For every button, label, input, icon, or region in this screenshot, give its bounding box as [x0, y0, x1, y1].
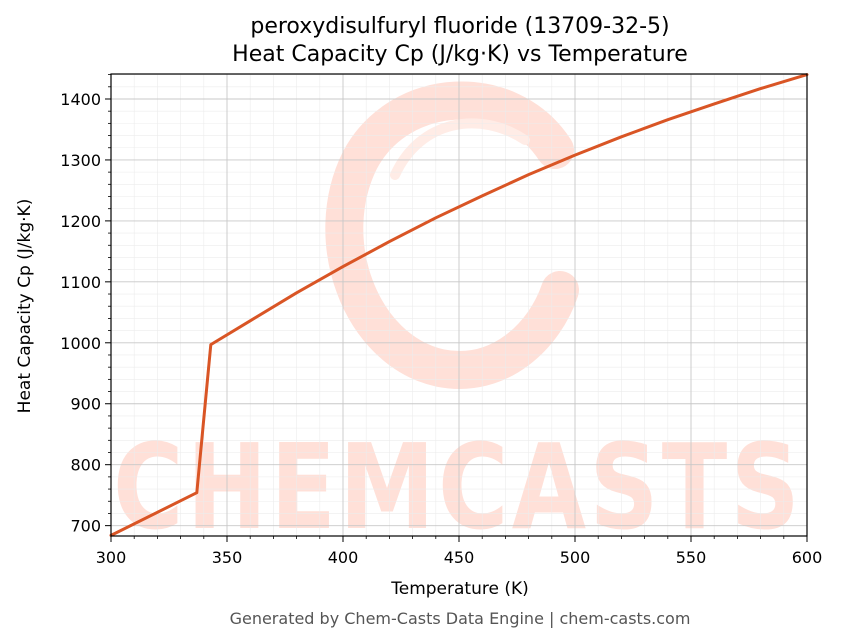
- watermark-text: CHEMCASTS: [113, 418, 803, 556]
- x-tick-labels: 300 350 400 450 500 550 600: [96, 548, 823, 567]
- x-tick-label: 550: [676, 548, 707, 567]
- axis-ticks: [105, 74, 808, 542]
- x-tick-label: 300: [96, 548, 127, 567]
- x-tick-label: 500: [560, 548, 591, 567]
- y-tick-labels: 700 800 900 1000 1100 1200 1300 1400: [60, 90, 101, 536]
- y-tick-label: 1400: [60, 90, 101, 109]
- x-tick-label: 350: [212, 548, 243, 567]
- series-line: [109, 73, 809, 537]
- series-layer: [109, 73, 809, 537]
- y-tick-label: 1200: [60, 212, 101, 231]
- y-tick-label: 700: [70, 517, 101, 536]
- y-tick-label: 1300: [60, 151, 101, 170]
- watermark-logo-icon: [325, 81, 579, 389]
- chart-title-line2: Heat Capacity Cp (J/kg·K) vs Temperature: [232, 42, 688, 67]
- x-tick-label: 600: [792, 548, 823, 567]
- x-tick-label: 450: [444, 548, 475, 567]
- x-axis-label: Temperature (K): [390, 579, 529, 599]
- chart-title-line1: peroxydisulfuryl fluoride (13709-32-5): [250, 14, 669, 39]
- y-tick-label: 1000: [60, 334, 101, 353]
- y-tick-label: 900: [70, 395, 101, 414]
- y-axis-label: Heat Capacity Cp (J/kg·K): [15, 199, 35, 414]
- y-tick-label: 800: [70, 456, 101, 475]
- y-tick-label: 1100: [60, 273, 101, 292]
- watermark: CHEMCASTS: [113, 81, 803, 556]
- x-tick-label: 400: [328, 548, 359, 567]
- footer-credit: Generated by Chem-Casts Data Engine | ch…: [230, 609, 691, 628]
